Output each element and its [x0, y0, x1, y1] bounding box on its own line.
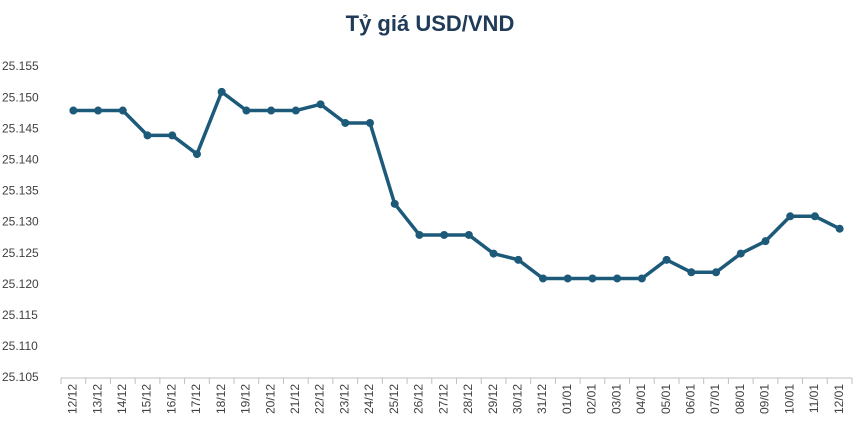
x-tick-label: 03/01 — [609, 384, 623, 414]
point — [390, 199, 399, 208]
x-tick-label: 23/12 — [337, 384, 351, 414]
chart-title: Tỷ giá USD/VND — [346, 11, 515, 36]
point — [489, 249, 498, 258]
point — [415, 230, 424, 239]
x-tick-label: 02/01 — [585, 384, 599, 414]
y-tick-label: 25.150 — [2, 90, 39, 104]
point — [637, 274, 646, 283]
x-tick-label: 22/12 — [313, 384, 327, 414]
x-tick-label: 15/12 — [140, 384, 154, 414]
x-tick-label: 31/12 — [535, 384, 549, 414]
x-tick-label: 24/12 — [362, 384, 376, 414]
x-tick-label: 06/01 — [684, 384, 698, 414]
x-tick-label: 28/12 — [461, 384, 475, 414]
y-tick-label: 25.155 — [2, 59, 39, 73]
x-tick-label: 25/12 — [387, 384, 401, 414]
point — [440, 230, 449, 239]
point — [267, 106, 276, 115]
point — [143, 131, 152, 140]
y-tick-label: 25.145 — [2, 121, 39, 135]
x-tick-label: 27/12 — [436, 384, 450, 414]
point — [613, 274, 622, 283]
point — [316, 100, 325, 109]
point — [687, 268, 696, 277]
y-tick-label: 25.125 — [2, 246, 39, 260]
y-tick-label: 25.105 — [2, 370, 39, 384]
point — [168, 131, 177, 140]
point — [192, 150, 201, 159]
x-tick-label: 11/01 — [807, 384, 821, 413]
x-tick-label: 14/12 — [115, 384, 129, 414]
point — [662, 255, 671, 264]
y-tick-label: 25.135 — [2, 184, 39, 198]
y-tick-label: 25.115 — [2, 308, 38, 322]
line — [73, 90, 841, 281]
x-tick-label: 18/12 — [214, 384, 228, 414]
point — [365, 118, 374, 127]
x-tick-label: 20/12 — [263, 384, 277, 414]
x-tick-label: 29/12 — [486, 384, 500, 414]
point — [69, 106, 78, 115]
x-tick-label: 19/12 — [239, 384, 253, 414]
x-tick-label: 05/01 — [659, 384, 673, 414]
x-tick-label: 16/12 — [164, 384, 178, 414]
point — [563, 274, 572, 283]
point — [291, 106, 300, 115]
x-tick-label: 08/01 — [733, 384, 747, 414]
x-tick-label: 10/01 — [782, 384, 796, 414]
x-tick-label: 07/01 — [708, 384, 722, 414]
point — [736, 249, 745, 258]
x-tick-label: 26/12 — [412, 384, 426, 414]
y-tick-label: 25.140 — [2, 152, 39, 166]
x-tick-label: 12/01 — [832, 384, 846, 414]
point — [539, 274, 548, 283]
y-tick-label: 25.110 — [2, 339, 38, 353]
x-tick-label: 17/12 — [189, 384, 203, 414]
point — [464, 230, 473, 239]
y-tick-label: 25.120 — [2, 277, 39, 291]
x-tick-label: 01/01 — [560, 384, 574, 414]
point — [341, 118, 350, 127]
x-tick-label: 09/01 — [758, 384, 772, 414]
point — [761, 237, 770, 246]
point — [118, 106, 127, 115]
x-tick-label: 21/12 — [288, 384, 302, 414]
point — [786, 212, 795, 221]
x-tick-label: 04/01 — [634, 384, 648, 414]
x-tick-label: 13/12 — [90, 384, 104, 414]
point — [588, 274, 597, 283]
y-tick-label: 25.130 — [2, 215, 39, 229]
x-tick-label: 12/12 — [66, 384, 80, 414]
point — [835, 224, 844, 233]
point — [810, 212, 819, 221]
point — [712, 268, 721, 277]
point — [242, 106, 251, 115]
point — [217, 87, 226, 96]
x-tick-label: 30/12 — [510, 384, 524, 414]
point — [514, 255, 523, 264]
point — [94, 106, 103, 115]
